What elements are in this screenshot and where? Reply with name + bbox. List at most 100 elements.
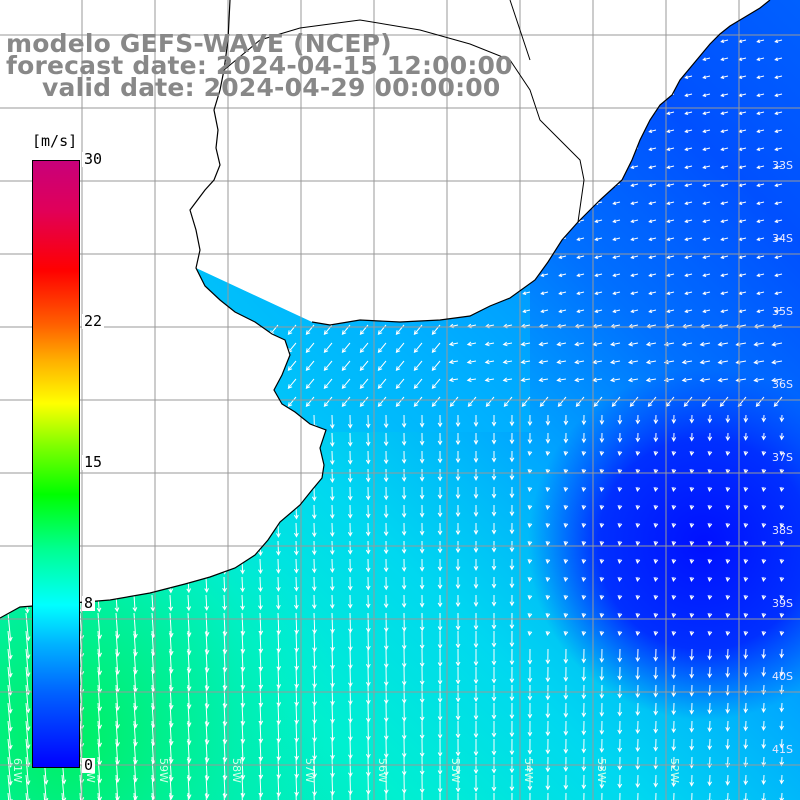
wind-arrow [671,774,677,788]
wind-arrow [671,648,677,662]
wind-arrow [0,378,9,389]
wind-arrow [509,738,515,756]
wind-arrow [779,540,785,547]
wind-arrow [756,219,765,223]
wind-arrow [330,792,335,800]
wind-arrow [617,522,623,529]
wind-arrow [653,612,659,619]
wind-arrow [707,702,713,715]
wind-arrow [311,576,317,592]
wind-arrow [347,504,353,519]
wind-arrow [330,666,335,688]
wind-arrow [725,612,731,619]
wind-arrow [509,594,515,607]
wind-arrow [617,540,623,547]
wind-arrow [132,414,138,433]
wind-arrow [347,558,353,573]
wind-arrow [755,396,765,407]
wind-arrow [419,504,425,518]
wind-arrow [720,129,729,133]
wind-arrow [312,774,317,797]
wind-arrow [401,702,407,722]
wind-arrow [437,702,443,722]
wind-arrow [305,360,315,371]
wind-arrow [617,666,623,681]
wind-arrow [540,165,549,169]
wind-arrow [96,414,102,433]
wind-arrow [635,720,641,735]
wind-arrow [627,377,639,383]
wind-arrow [653,432,659,443]
wind-arrow [491,793,497,800]
wind-arrow [702,183,711,187]
wind-arrow [576,147,585,151]
colorbar-unit: [m/s] [30,132,80,150]
wind-arrow [689,684,695,697]
wind-arrow [635,594,641,601]
wind-arrow [143,360,153,371]
wind-arrow [540,237,549,241]
wind-arrow [329,504,335,520]
wind-arrow [197,342,207,353]
wind-arrow [635,612,641,619]
wind-arrow [720,57,729,61]
wind-arrow [522,273,531,277]
wind-arrow [617,486,623,493]
wind-arrow [702,219,711,223]
wind-arrow [114,522,120,541]
wind-arrow [419,450,425,464]
wind-arrow [545,594,551,601]
wind-arrow [594,219,603,223]
wind-arrow [455,541,461,554]
wind-arrow [287,378,297,389]
wind-arrow [684,201,693,205]
wind-arrow [132,558,138,577]
wind-arrow [666,57,675,61]
wind-arrow [311,486,317,502]
wind-arrow [455,487,461,500]
wind-arrow [779,648,785,659]
wind-arrow [594,111,603,115]
wind-arrow [671,702,677,716]
wind-arrow [725,450,731,457]
wind-arrow [756,237,765,241]
wind-arrow [329,486,335,502]
wind-arrow [774,237,783,241]
wind-arrow [251,342,261,353]
wind-arrow [311,594,317,610]
wind-arrow [648,165,657,169]
wind-arrow [437,594,443,608]
wind-arrow [311,540,317,556]
wind-arrow [276,468,281,484]
wind-arrow [581,522,587,529]
wind-arrow [330,720,335,742]
wind-arrow [563,414,569,426]
colorbar-tick-label: 8 [82,594,96,613]
wind-arrow [491,559,497,571]
wind-arrow [774,201,783,205]
wind-arrow [197,396,207,407]
latitude-label: 39S [772,597,793,610]
wind-arrow [186,504,192,522]
wind-arrow [725,558,731,565]
wind-arrow [401,576,407,590]
wind-arrow [437,522,443,536]
wind-arrow [347,414,353,429]
wind-arrow [540,201,549,205]
wind-arrow [455,523,461,536]
wind-arrow [473,793,479,800]
wind-arrow [61,792,67,800]
wind-arrow [114,486,120,505]
wind-arrow [269,396,279,407]
wind-arrow [527,612,533,619]
wind-arrow [610,341,621,347]
wind-arrow [779,630,785,637]
wind-arrow [743,414,749,423]
wind-arrow [437,792,443,800]
wind-arrow [540,111,549,115]
wind-arrow [707,540,713,547]
wind-arrow [683,396,693,407]
wind-arrow [666,309,675,313]
wind-arrow [383,522,389,537]
wind-arrow [258,468,263,485]
